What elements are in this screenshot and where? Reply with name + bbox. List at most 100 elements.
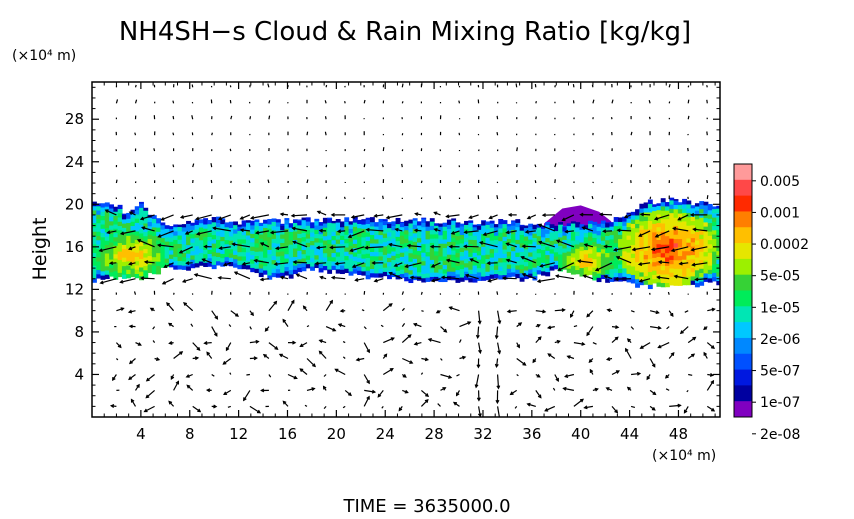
mixing-ratio-cell [630, 248, 636, 254]
wind-vector [324, 100, 327, 104]
mixing-ratio-cell [647, 211, 653, 217]
mixing-ratio-cell [464, 241, 469, 247]
mixing-ratio-cell [588, 223, 593, 229]
wind-vector [483, 230, 498, 236]
mixing-ratio-cell [207, 249, 213, 254]
mixing-ratio-cell [451, 245, 457, 251]
wind-vector [592, 342, 597, 345]
mixing-ratio-cell [622, 255, 628, 260]
mixing-ratio-cell [404, 238, 410, 243]
wind-vector [304, 404, 308, 407]
wind-vector [229, 195, 232, 200]
mixing-ratio-cell [250, 224, 256, 230]
mixing-ratio-cell [177, 256, 183, 262]
mixing-ratio-cell [472, 260, 478, 266]
wind-vector [401, 101, 404, 104]
mixing-ratio-cell [421, 247, 427, 253]
mixing-ratio-cell [147, 229, 153, 235]
mixing-ratio-cell [194, 254, 200, 259]
mixing-ratio-cell [224, 243, 230, 249]
wind-vector [572, 84, 575, 88]
mixing-ratio-cell [677, 238, 683, 244]
mixing-ratio-cell [387, 248, 392, 254]
mixing-ratio-cell [588, 257, 593, 263]
mixing-ratio-cell [224, 247, 230, 253]
mixing-ratio-cell [455, 278, 461, 283]
mixing-ratio-cell [378, 221, 384, 227]
wind-vector [630, 310, 635, 313]
mixing-ratio-cell [506, 234, 512, 240]
mixing-ratio-cell [314, 224, 320, 230]
mixing-ratio-cell [669, 267, 675, 273]
mixing-ratio-cell [528, 260, 534, 266]
mixing-ratio-cell [656, 277, 662, 283]
wind-arrowhead [537, 336, 542, 341]
mixing-ratio-cell [558, 253, 563, 259]
wind-vector [256, 230, 270, 234]
mixing-ratio-cell [190, 250, 196, 256]
mixing-ratio-cell [686, 200, 692, 205]
mixing-ratio-cell [451, 266, 457, 272]
mixing-ratio-cell [203, 219, 209, 225]
wind-arrowhead [279, 212, 284, 217]
mixing-ratio-cell [104, 231, 110, 237]
x-tick-label: 24 [376, 425, 395, 443]
wind-arrowhead [539, 263, 544, 268]
wind-vector [267, 179, 270, 184]
mixing-ratio-cell [489, 265, 495, 271]
mixing-ratio-cell [694, 214, 700, 220]
mixing-ratio-cell [374, 255, 380, 261]
mixing-ratio-cell [340, 221, 345, 223]
mixing-ratio-cell [562, 239, 568, 245]
mixing-ratio-cell [369, 251, 375, 257]
mixing-ratio-cell [156, 269, 162, 275]
mixing-ratio-cell [301, 262, 307, 267]
mixing-ratio-cell [489, 274, 495, 279]
mixing-ratio-cell [434, 255, 439, 260]
mixing-ratio-cell [609, 247, 615, 253]
mixing-ratio-cell [690, 280, 696, 285]
mixing-ratio-cell [630, 270, 636, 275]
wind-arrowhead [371, 260, 376, 265]
mixing-ratio-cell [716, 220, 720, 226]
wind-vector [383, 337, 395, 344]
plot-frame [91, 81, 721, 418]
mixing-ratio-cell [652, 231, 658, 237]
mixing-ratio-cell [357, 231, 363, 237]
wind-vector [152, 340, 156, 343]
mixing-ratio-cell [545, 254, 551, 260]
wind-vector [332, 276, 346, 280]
mixing-ratio-cell [451, 241, 457, 247]
wind-vector [211, 326, 218, 337]
mixing-ratio-cell [109, 216, 114, 222]
wind-vector [374, 278, 384, 282]
wind-vector [194, 273, 212, 280]
mixing-ratio-cell [506, 246, 512, 252]
mixing-ratio-cell [656, 209, 662, 215]
mixing-ratio-cell [665, 231, 670, 237]
mixing-ratio-cell [352, 216, 358, 219]
mixing-ratio-cell [673, 234, 679, 240]
wind-vector [351, 214, 365, 218]
mixing-ratio-cell [442, 247, 448, 253]
wind-vector [229, 372, 232, 375]
wind-vector [630, 164, 633, 168]
mixing-ratio-cell [104, 223, 110, 228]
mixing-ratio-cell [92, 265, 97, 271]
mixing-ratio-cell [617, 268, 623, 274]
mixing-ratio-cell [211, 264, 217, 270]
mixing-ratio-cell [489, 227, 495, 233]
mixing-ratio-cell [104, 227, 110, 233]
mixing-ratio-cell [515, 239, 521, 245]
wind-arrowhead [556, 339, 561, 344]
mixing-ratio-cell [318, 263, 324, 269]
wind-arrowhead [526, 215, 531, 220]
mixing-ratio-cell [143, 256, 149, 262]
mixing-ratio-cell [399, 273, 405, 279]
mixing-ratio-cell [241, 251, 247, 257]
wind-arrowhead [217, 275, 222, 280]
wind-arrowhead [243, 397, 247, 402]
wind-vector [144, 405, 155, 413]
wind-vector [687, 179, 690, 184]
mixing-ratio-cell [570, 235, 576, 241]
